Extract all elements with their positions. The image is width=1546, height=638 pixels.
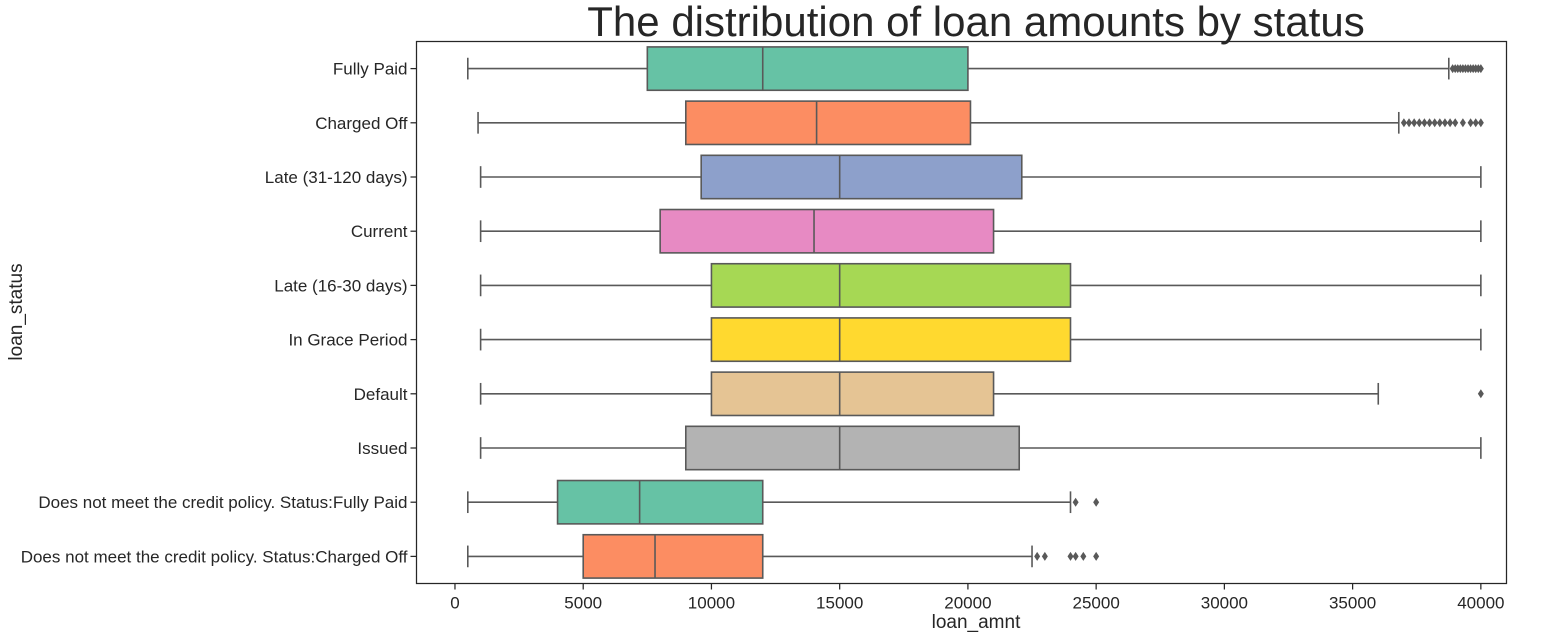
outlier-point bbox=[1093, 497, 1100, 507]
x-tick-label: 30000 bbox=[1201, 594, 1248, 613]
outlier-point bbox=[1472, 118, 1479, 128]
box-group bbox=[477, 100, 1484, 146]
chart-title: The distribution of loan amounts by stat… bbox=[587, 0, 1364, 45]
y-axis: Fully Paid Charged Off Late (31-120 days) C… bbox=[21, 60, 417, 566]
outlier-point bbox=[1447, 118, 1454, 128]
x-tick-label: 0 bbox=[450, 594, 459, 613]
x-tick-label: 40000 bbox=[1457, 594, 1504, 613]
outlier-point bbox=[1400, 118, 1407, 128]
box bbox=[659, 208, 995, 254]
outlier-point bbox=[1067, 551, 1074, 561]
outlier-point bbox=[1421, 118, 1428, 128]
box-group bbox=[466, 479, 1100, 525]
box bbox=[684, 425, 1021, 471]
y-tick-label: Does not meet the credit policy. Status:… bbox=[21, 547, 408, 566]
x-tick-label: 25000 bbox=[1073, 594, 1120, 613]
plot-frame bbox=[415, 40, 1508, 585]
box bbox=[684, 100, 972, 146]
box bbox=[700, 154, 1023, 200]
x-axis: 0 5000 10000 15000 20000 25000 30000 35000 40000 bbox=[450, 583, 1504, 613]
y-axis-label: loan_status bbox=[6, 263, 27, 360]
y-tick-label: In Grace Period bbox=[288, 331, 407, 350]
outlier-point bbox=[1411, 118, 1418, 128]
box-group bbox=[479, 262, 1482, 308]
box-group bbox=[479, 208, 1482, 254]
y-tick-label: Default bbox=[354, 385, 408, 404]
box bbox=[646, 46, 969, 92]
outlier-point bbox=[1034, 551, 1041, 561]
outlier-point bbox=[1477, 118, 1484, 128]
boxes-layer bbox=[466, 46, 1484, 579]
box-group bbox=[466, 46, 1484, 92]
y-tick-label: Fully Paid bbox=[333, 60, 408, 79]
box-group bbox=[466, 533, 1100, 579]
y-tick-label: Charged Off bbox=[315, 114, 408, 133]
box bbox=[710, 317, 1072, 363]
y-tick-label: Late (31-120 days) bbox=[265, 168, 408, 187]
y-tick-label: Late (16-30 days) bbox=[274, 276, 407, 295]
box-group bbox=[479, 154, 1482, 200]
box-group bbox=[479, 371, 1484, 417]
outlier-point bbox=[1426, 118, 1433, 128]
x-tick-label: 20000 bbox=[944, 594, 991, 613]
outlier-point bbox=[1041, 551, 1048, 561]
box-group bbox=[479, 317, 1482, 363]
outlier-point bbox=[1436, 118, 1443, 128]
outlier-point bbox=[1406, 118, 1413, 128]
outlier-point bbox=[1459, 118, 1466, 128]
box bbox=[710, 262, 1072, 308]
box bbox=[710, 371, 995, 417]
outlier-point bbox=[1431, 118, 1438, 128]
y-tick-label: Issued bbox=[357, 439, 407, 458]
x-tick-label: 5000 bbox=[564, 594, 602, 613]
box bbox=[582, 533, 764, 579]
outlier-point bbox=[1452, 118, 1459, 128]
outlier-point bbox=[1477, 389, 1484, 399]
x-tick-label: 15000 bbox=[816, 594, 863, 613]
x-tick-label: 10000 bbox=[688, 594, 735, 613]
outlier-point bbox=[1441, 118, 1448, 128]
outlier-point bbox=[1416, 118, 1423, 128]
y-tick-label: Current bbox=[351, 222, 408, 241]
x-tick-label: 35000 bbox=[1329, 594, 1376, 613]
box bbox=[556, 479, 764, 525]
outlier-point bbox=[1477, 64, 1484, 74]
y-tick-label: Does not meet the credit policy. Status:… bbox=[38, 493, 407, 512]
outlier-point bbox=[1467, 118, 1474, 128]
outlier-point bbox=[1080, 551, 1087, 561]
outlier-point bbox=[1093, 551, 1100, 561]
outlier-point bbox=[1072, 551, 1079, 561]
box-group bbox=[479, 425, 1482, 471]
outlier-point bbox=[1072, 497, 1079, 507]
x-axis-label: loan_amnt bbox=[932, 612, 1021, 633]
